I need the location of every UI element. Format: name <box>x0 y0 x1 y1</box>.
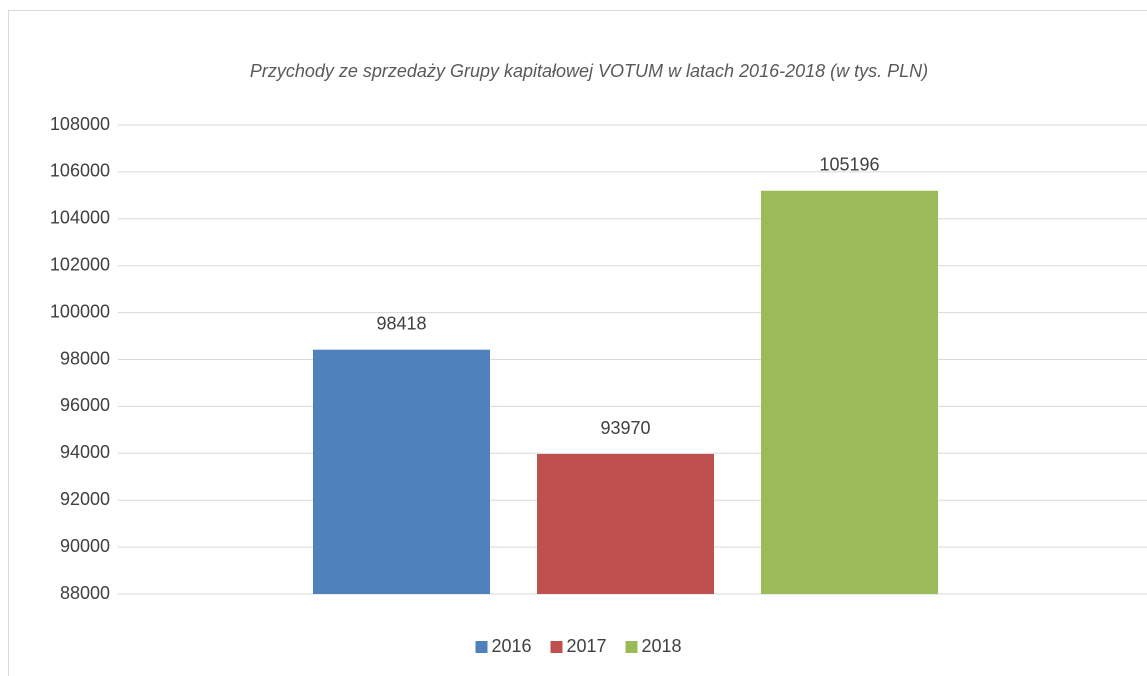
legend-label: 2017 <box>567 636 607 656</box>
legend-swatch <box>550 641 563 653</box>
y-tick-label: 98000 <box>60 348 110 368</box>
legend-label: 2018 <box>642 636 682 656</box>
y-tick-label: 94000 <box>60 442 110 462</box>
data-label: 93970 <box>600 418 650 438</box>
legend-swatch <box>475 641 488 653</box>
legend-swatch <box>625 641 638 653</box>
chart-title: Przychody ze sprzedaży Grupy kapitałowej… <box>250 61 928 81</box>
bar <box>761 190 938 595</box>
y-tick-label: 102000 <box>50 254 110 274</box>
data-label: 105196 <box>819 155 879 175</box>
bar <box>537 454 714 594</box>
y-tick-label: 104000 <box>50 208 110 228</box>
y-tick-label: 106000 <box>50 161 110 181</box>
data-label: 98418 <box>376 313 426 333</box>
y-tick-label: 90000 <box>60 536 110 556</box>
y-tick-label: 92000 <box>60 489 110 509</box>
y-tick-label: 100000 <box>50 301 110 321</box>
y-tick-label: 96000 <box>60 395 110 415</box>
bar <box>313 349 490 594</box>
y-tick-label: 88000 <box>60 583 110 603</box>
y-tick-label: 108000 <box>50 114 110 134</box>
legend-label: 2016 <box>492 636 532 656</box>
